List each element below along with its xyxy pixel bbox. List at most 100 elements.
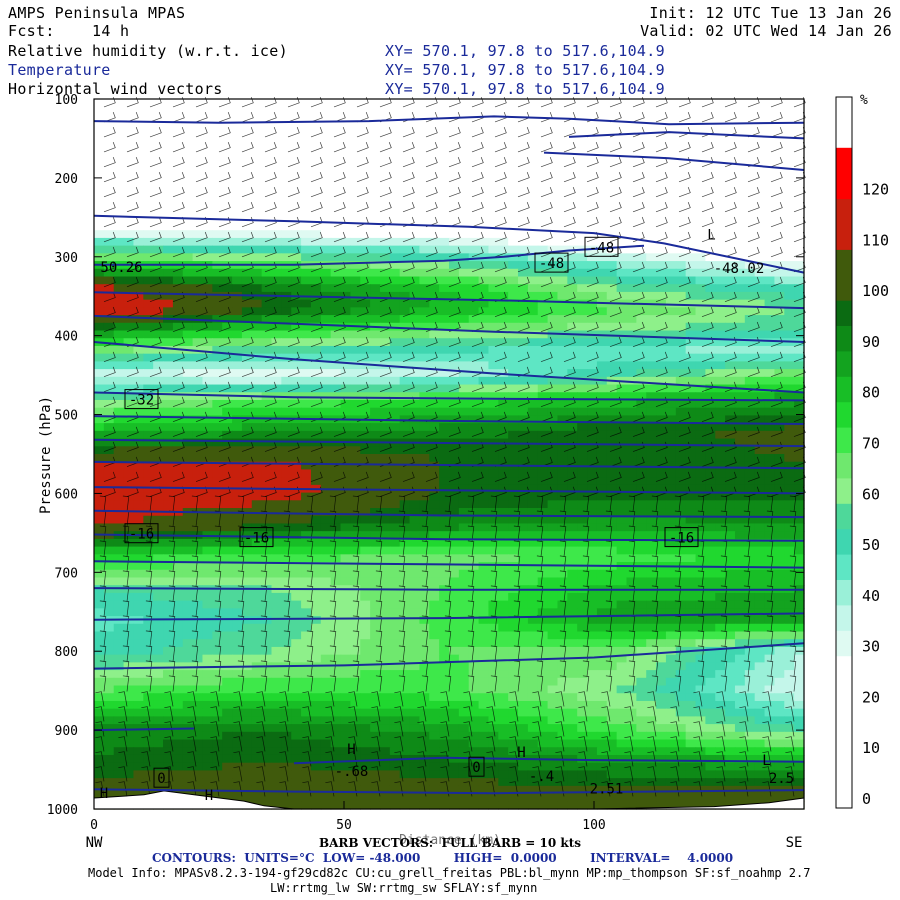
rh-cell <box>488 546 499 555</box>
rh-cell <box>330 569 342 579</box>
rh-cell <box>419 106 430 116</box>
rh-cell <box>409 546 421 555</box>
rh-cell <box>478 392 490 401</box>
rh-cell <box>547 345 559 355</box>
rh-cell <box>508 477 519 486</box>
rh-cell <box>547 523 559 532</box>
rh-cell <box>498 207 509 216</box>
rh-cell <box>567 623 578 633</box>
rh-cell <box>547 330 559 339</box>
rh-cell <box>527 554 539 563</box>
rh-cell <box>123 623 135 633</box>
rh-cell <box>409 168 421 177</box>
rh-cell <box>774 237 785 247</box>
rh-cell <box>370 330 381 339</box>
rh-cell <box>705 176 716 185</box>
rh-cell <box>567 392 578 401</box>
rh-cell <box>764 338 776 347</box>
rh-cell <box>103 168 115 177</box>
rh-cell <box>646 569 657 579</box>
rh-cell <box>153 268 164 278</box>
rh-cell <box>705 276 716 285</box>
rh-cell <box>685 114 697 123</box>
rh-cell <box>113 569 125 579</box>
rh-cell <box>587 392 598 401</box>
rh-cell <box>596 207 608 216</box>
rh-cell <box>261 122 273 131</box>
rh-cell <box>784 446 795 455</box>
rh-cell <box>478 284 490 293</box>
rh-cell <box>715 415 726 424</box>
rh-cell <box>261 616 273 625</box>
rh-cell <box>419 183 430 193</box>
rh-cell <box>320 392 332 401</box>
rh-cell <box>449 299 460 308</box>
rh-cell <box>429 207 440 216</box>
rh-cell <box>488 399 499 409</box>
rh-cell <box>734 122 746 131</box>
rh-cell <box>389 237 401 247</box>
rh-cell <box>123 245 135 254</box>
rh-cell <box>606 160 618 170</box>
rh-cell <box>725 99 736 108</box>
rh-cell <box>429 153 440 162</box>
rh-cell <box>419 353 430 362</box>
rh-cell <box>94 199 105 208</box>
rh-cell <box>232 322 243 332</box>
rh-cell <box>163 237 174 247</box>
rh-cell <box>350 230 361 239</box>
rh-cell <box>241 338 253 347</box>
rh-cell <box>123 423 135 432</box>
rh-cell <box>320 538 332 548</box>
rh-cell <box>784 461 795 471</box>
rh-cell <box>518 114 529 123</box>
rh-cell <box>754 438 766 447</box>
rh-cell <box>646 616 657 625</box>
rh-cell <box>409 137 421 146</box>
rh-cell <box>301 230 312 239</box>
rh-cell <box>468 392 480 401</box>
rh-cell <box>439 284 450 293</box>
rh-cell <box>310 369 322 378</box>
rh-cell <box>606 538 618 548</box>
rh-cell <box>458 268 470 278</box>
rh-cell <box>518 361 529 370</box>
rh-cell <box>310 330 322 339</box>
rh-cell <box>172 577 184 586</box>
rh-cell <box>616 191 628 200</box>
rh-cell <box>794 230 805 239</box>
rh-cell <box>251 438 263 447</box>
rh-cell <box>281 176 292 185</box>
rh-cell <box>399 546 411 555</box>
rh-cell <box>429 261 440 270</box>
rh-cell <box>744 338 756 347</box>
rh-cell <box>656 546 667 555</box>
rh-cell <box>606 515 618 525</box>
rh-cell <box>715 168 726 177</box>
rh-cell <box>350 253 361 262</box>
rh-cell <box>527 469 539 478</box>
rh-cell <box>350 199 361 208</box>
rh-cell <box>754 214 766 224</box>
rh-cell <box>429 446 440 455</box>
rh-cell <box>232 160 243 170</box>
rh-cell <box>784 369 795 378</box>
rh-cell <box>429 515 440 525</box>
rh-cell <box>734 523 746 532</box>
rh-cell <box>547 577 559 586</box>
rh-cell <box>370 99 381 108</box>
rh-cell <box>754 384 766 393</box>
rh-cell <box>133 423 144 432</box>
rh-cell <box>498 276 509 285</box>
rh-cell <box>646 392 657 401</box>
rh-cell <box>360 237 371 247</box>
rh-cell <box>320 407 332 417</box>
rh-cell <box>310 299 322 308</box>
rh-cell <box>370 369 381 378</box>
rh-cell <box>508 145 519 154</box>
rh-cell <box>577 415 588 424</box>
rh-cell <box>508 369 519 378</box>
rh-cell <box>606 531 618 540</box>
rh-cell <box>153 623 164 633</box>
rh-cell <box>153 230 164 239</box>
